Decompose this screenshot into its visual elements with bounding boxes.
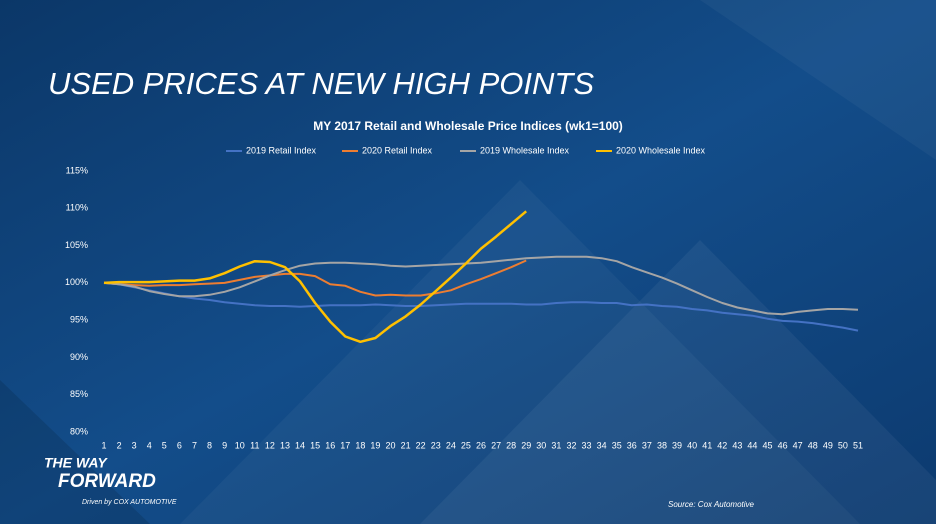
x-tick-label: 28 (506, 440, 516, 450)
x-tick-label: 50 (838, 440, 848, 450)
x-tick-label: 43 (732, 440, 742, 450)
x-tick-label: 3 (132, 440, 137, 450)
x-tick-label: 16 (325, 440, 335, 450)
x-tick-label: 46 (778, 440, 788, 450)
x-tick-label: 33 (582, 440, 592, 450)
x-tick-label: 25 (461, 440, 471, 450)
y-tick-label: 110% (66, 203, 88, 213)
x-tick-label: 20 (386, 440, 396, 450)
x-tick-label: 12 (265, 440, 275, 450)
x-tick-label: 51 (853, 440, 863, 450)
x-tick-label: 44 (747, 440, 757, 450)
x-tick-label: 42 (717, 440, 727, 450)
bg-shape (700, 0, 936, 160)
x-tick-label: 4 (147, 440, 152, 450)
x-tick-label: 1 (101, 440, 106, 450)
x-tick-label: 27 (491, 440, 501, 450)
x-tick-label: 45 (763, 440, 773, 450)
x-tick-label: 47 (793, 440, 803, 450)
x-tick-label: 2 (117, 440, 122, 450)
y-tick-label: 80% (70, 426, 88, 436)
x-tick-label: 30 (536, 440, 546, 450)
series-line (103, 255, 859, 316)
x-tick-label: 24 (446, 440, 456, 450)
x-tick-label: 26 (476, 440, 486, 450)
x-tick-label: 37 (642, 440, 652, 450)
x-tick-label: 18 (355, 440, 365, 450)
chart-title: MY 2017 Retail and Wholesale Price Indic… (313, 119, 623, 133)
x-tick-label: 15 (310, 440, 320, 450)
x-tick-label: 8 (207, 440, 212, 450)
y-tick-label: 85% (70, 389, 88, 399)
source: Source: Cox Automotive (668, 500, 755, 509)
x-tick-label: 17 (340, 440, 350, 450)
bg-shape (420, 240, 936, 524)
x-tick-label: 6 (177, 440, 182, 450)
x-tick-label: 39 (672, 440, 682, 450)
series-line (103, 281, 859, 332)
x-tick-label: 14 (295, 440, 305, 450)
bg-shape (180, 180, 860, 524)
bg-shape (0, 380, 150, 524)
y-tick-label: 100% (65, 277, 88, 287)
brand-tagline: Driven by COX AUTOMOTIVE (82, 499, 177, 506)
x-tick-label: 9 (222, 440, 227, 450)
y-tick-label: 115% (66, 165, 88, 175)
brand-line1: THE WAY (44, 455, 108, 471)
x-tick-label: 7 (192, 440, 197, 450)
y-tick-label: 90% (70, 352, 88, 362)
x-tick-label: 40 (687, 440, 697, 450)
x-tick-label: 10 (235, 440, 245, 450)
y-tick-label: 95% (70, 315, 88, 325)
x-tick-label: 29 (521, 440, 531, 450)
x-tick-label: 38 (657, 440, 667, 450)
x-tick-label: 48 (808, 440, 818, 450)
x-tick-label: 11 (250, 440, 259, 450)
x-tick-label: 49 (823, 440, 833, 450)
x-tick-label: 23 (431, 440, 441, 450)
legend-label: 2019 Retail Index (246, 145, 317, 155)
series-line (103, 210, 528, 344)
legend-label: 2020 Wholesale Index (616, 145, 706, 155)
x-tick-label: 21 (401, 440, 411, 450)
legend-label: 2020 Retail Index (362, 145, 433, 155)
slide-title: USED PRICES AT NEW HIGH POINTS (48, 66, 594, 101)
legend-label: 2019 Wholesale Index (480, 145, 570, 155)
x-tick-label: 32 (566, 440, 576, 450)
x-tick-label: 5 (162, 440, 167, 450)
x-tick-label: 34 (597, 440, 607, 450)
x-tick-label: 35 (612, 440, 622, 450)
y-tick-label: 105% (65, 240, 88, 250)
x-tick-label: 13 (280, 440, 290, 450)
x-tick-label: 36 (627, 440, 637, 450)
series-line (103, 259, 527, 297)
brand-line2: FORWARD (58, 471, 156, 492)
x-tick-label: 19 (370, 440, 380, 450)
x-tick-label: 22 (416, 440, 426, 450)
x-tick-label: 31 (551, 440, 561, 450)
x-tick-label: 41 (702, 440, 712, 450)
